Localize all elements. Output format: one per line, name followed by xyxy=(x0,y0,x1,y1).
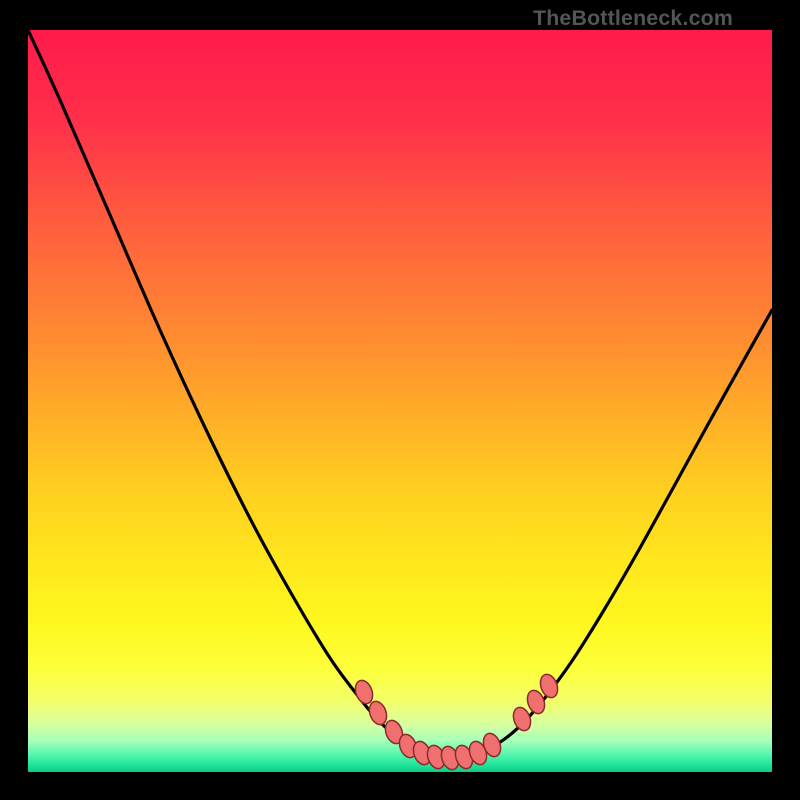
chart-frame: TheBottleneck.com xyxy=(0,0,800,800)
plot-background xyxy=(28,30,772,772)
chart-svg xyxy=(0,0,800,800)
watermark-text: TheBottleneck.com xyxy=(533,6,733,31)
